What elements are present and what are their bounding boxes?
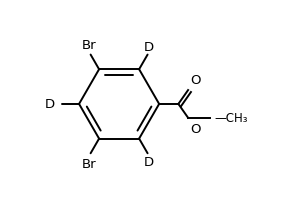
Text: O: O <box>190 74 201 87</box>
Text: Br: Br <box>81 157 96 170</box>
Text: D: D <box>44 98 54 111</box>
Text: Br: Br <box>81 39 96 52</box>
Text: D: D <box>144 156 154 169</box>
Text: O: O <box>190 122 201 135</box>
Text: —CH₃: —CH₃ <box>214 112 248 125</box>
Text: D: D <box>144 40 154 53</box>
